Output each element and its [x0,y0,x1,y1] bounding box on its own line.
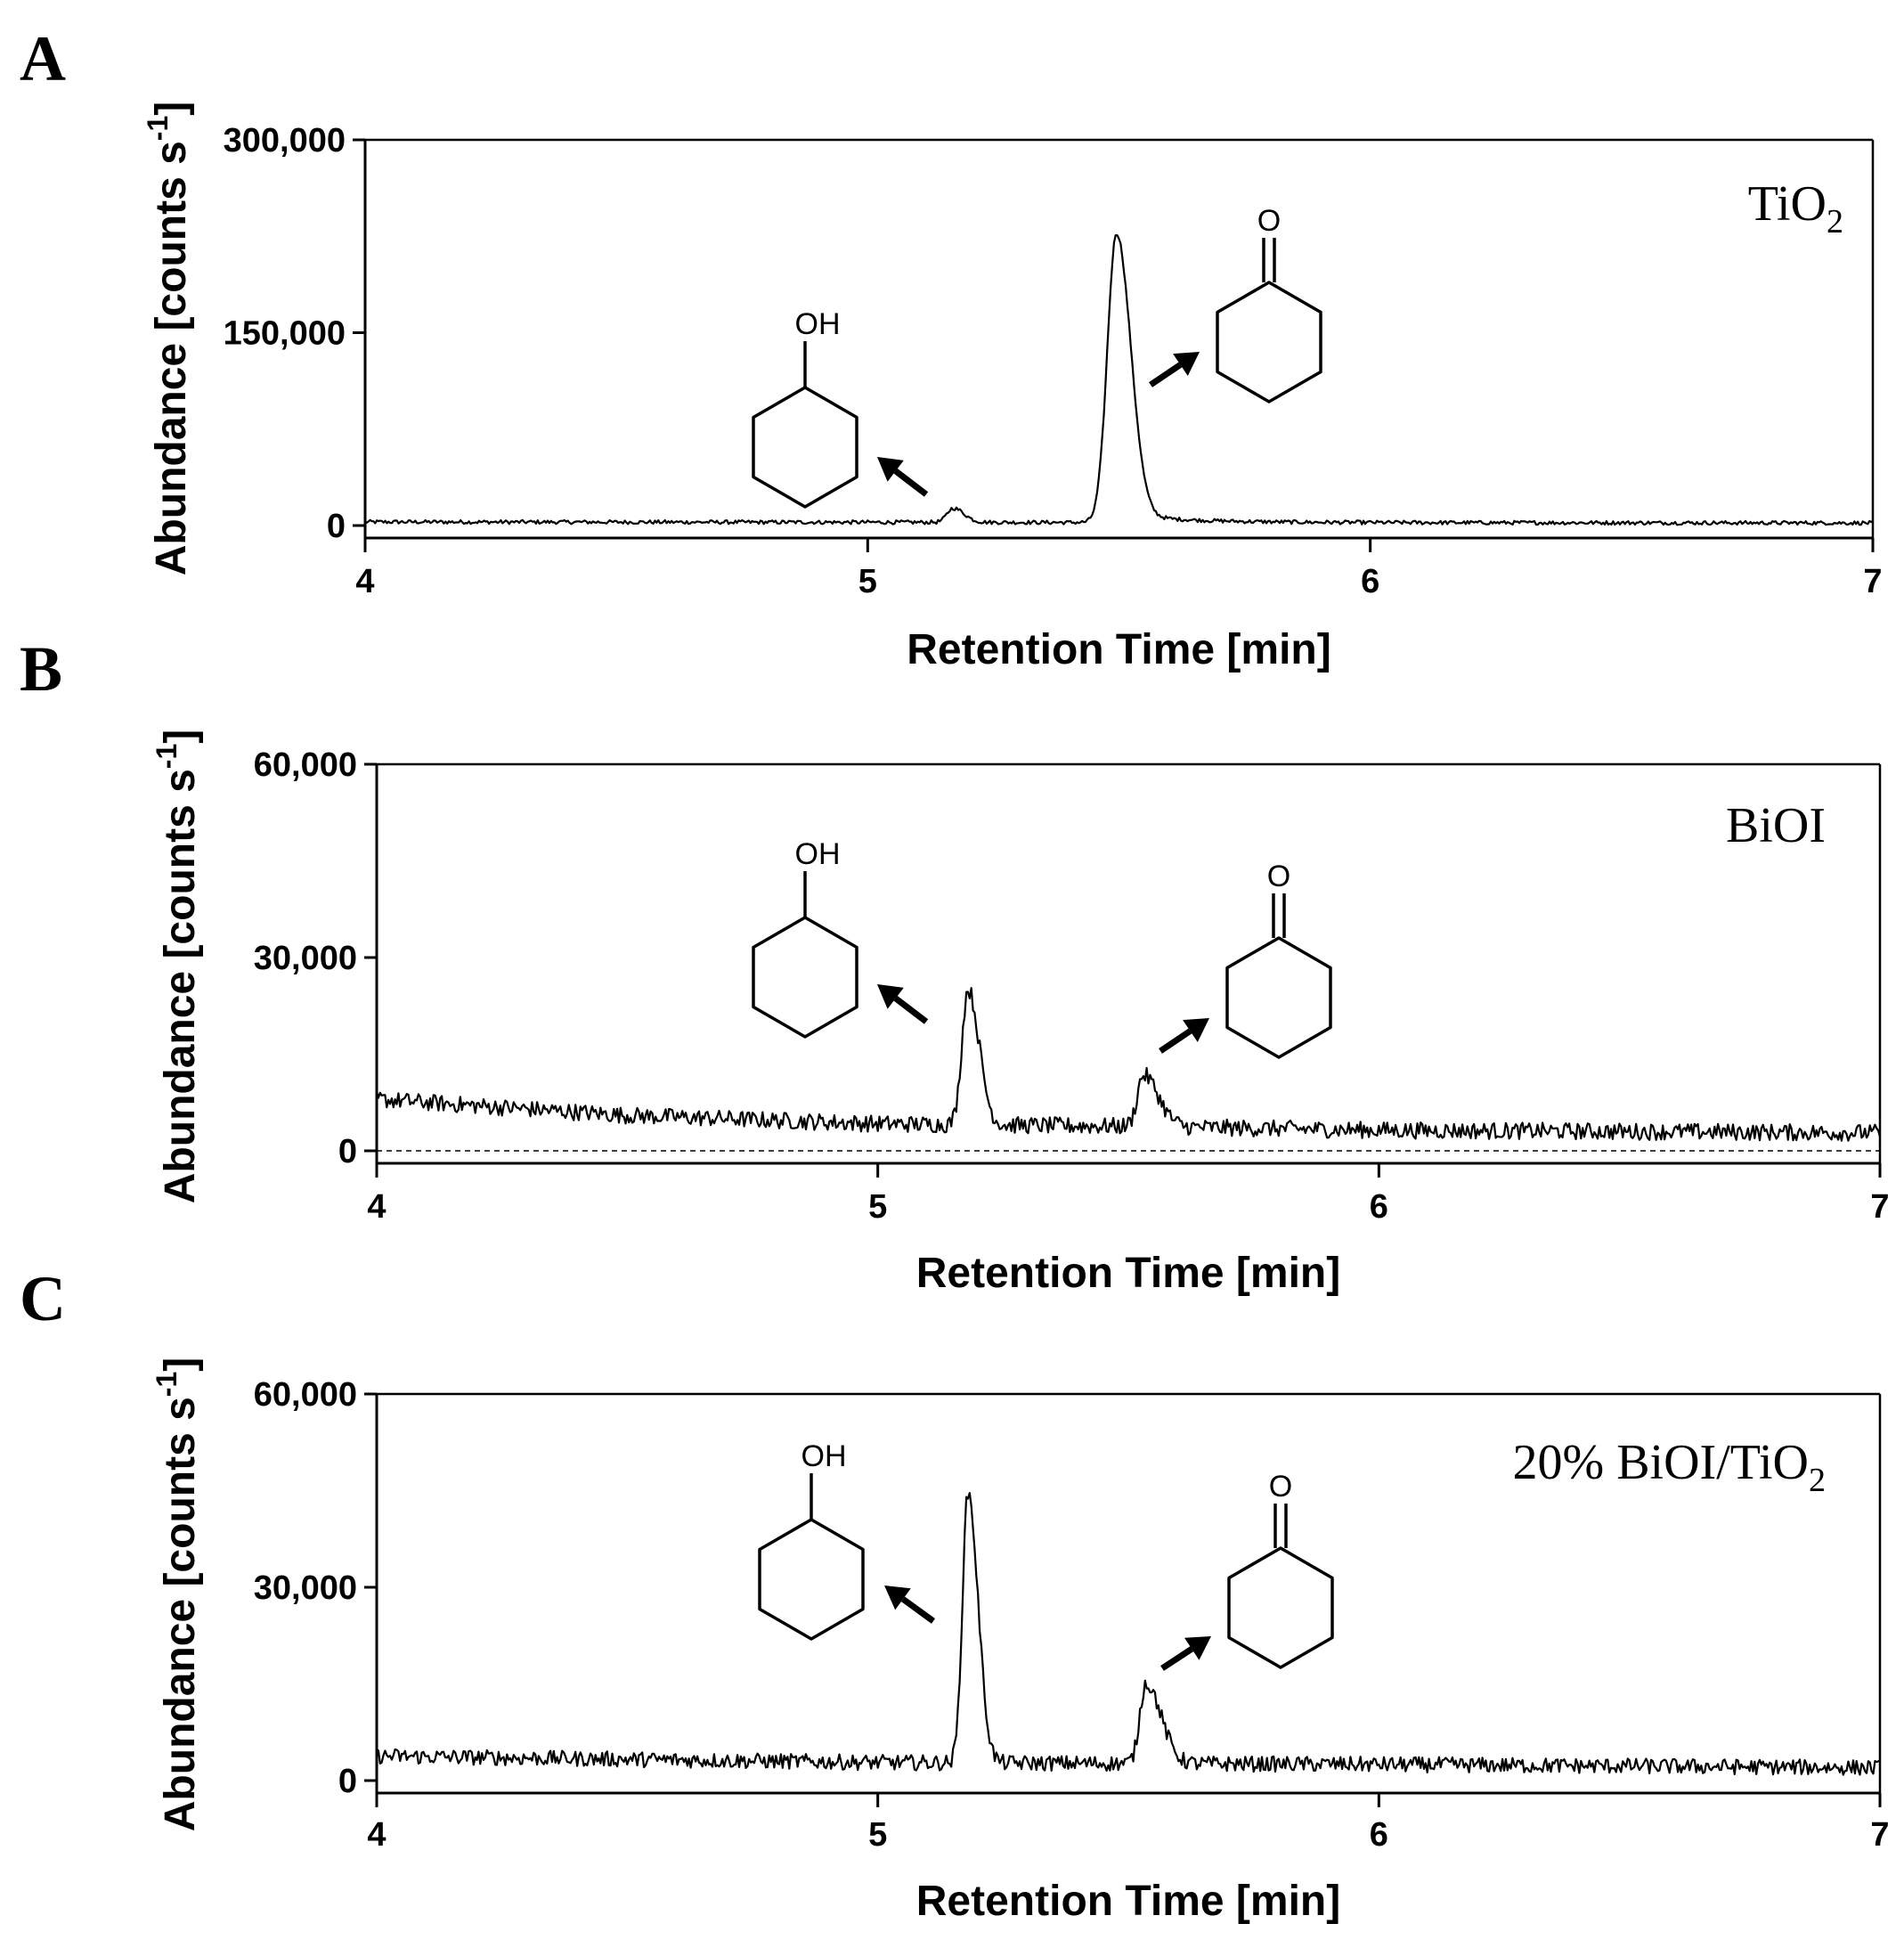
chromatogram-trace-c [376,1492,1881,1776]
cyclohexanol-oh-label-a: OH [795,307,841,341]
x-tick-label-c-0: 4 [367,1816,386,1854]
x-tick-label-a-3: 7 [1863,563,1882,600]
sample-label-c: 20% BiOI/TiO2 [1513,1435,1826,1499]
cyclohexanol-arrow-b-head [877,984,904,1009]
y-axis-title-sup-b: -1 [151,744,183,769]
x-axis-title-b: Retention Time [min] [916,1250,1340,1297]
y-tick-label-b-0: 0 [338,1133,357,1170]
cyclohexanone-arrow-b [1159,1018,1209,1054]
y-axis-title-sup-a: -1 [142,116,174,141]
panel-a: A 0 150,000 300,000 4 5 6 7 Retention Time [min]… [20,23,1883,673]
cyclohexanone-arrow-a-shaft [1149,362,1183,387]
cyclohexanol-ring-a [752,386,858,509]
panel-letter-b: B [20,633,62,705]
y-tick-label-b-2: 60,000 [254,746,357,784]
sample-label-a: TiO2 [1748,176,1843,240]
sample-label-main-b: BiOI [1726,798,1826,853]
panel-c: C 0 30,000 60,000 4 5 6 7 Retention Time [min] Ab… [20,1263,1890,1925]
cyclohexanone-arrow-c-head [1184,1636,1211,1660]
cyclohexanone-arrow-c-shaft [1160,1646,1194,1671]
cyclohexanol-arrow-c [884,1585,936,1624]
cyclohexanone-o-label-a: O [1257,204,1281,238]
x-tick-label-a-0: 4 [355,563,374,600]
y-axis-title-b: Abundance [counts s-1] [151,730,204,1203]
y-axis-title-close-a: ] [148,102,195,116]
cyclohexanone-arrow-a-head [1173,352,1200,376]
cyclohexanol-arrow-c-head [884,1585,911,1610]
cyclohexanone-arrow-a [1149,352,1200,387]
cyclohexanol-oh-label-b: OH [795,837,841,871]
x-tick-label-c-1: 5 [868,1816,887,1854]
x-tick-label-b-3: 7 [1870,1188,1889,1226]
sample-label-b: BiOI [1726,798,1826,853]
cyclohexanol-arrow-c-shaft [900,1596,936,1624]
sample-label-main-c: 20% BiOI/TiO [1513,1435,1809,1490]
cyclohexanol-structure-c: OH [758,1439,865,1641]
cyclohexanol-structure-b: OH [752,837,858,1039]
sample-label-sub-c: 2 [1809,1462,1826,1499]
x-axis-title-a: Retention Time [min] [907,626,1330,673]
cyclohexanol-arrow-a-head [877,457,904,482]
cyclohexanol-oh-label-c: OH [801,1439,847,1473]
y-tick-label-b-1: 30,000 [254,940,357,977]
x-tick-label-b-0: 4 [367,1188,386,1226]
x-tick-label-c-2: 6 [1370,1816,1388,1854]
cyclohexanone-o-label-c: O [1269,1470,1292,1504]
y-tick-label-a-2: 300,000 [224,122,346,159]
cyclohexanone-ring-b [1225,936,1332,1059]
sample-label-sub-a: 2 [1827,203,1843,240]
x-tick-label-a-2: 6 [1361,563,1379,600]
x-tick-label-b-2: 6 [1370,1188,1388,1226]
y-tick-label-c-2: 60,000 [254,1376,357,1414]
cyclohexanone-arrow-b-shaft [1159,1028,1192,1054]
y-axis-title-sup-c: -1 [151,1372,183,1397]
y-axis-title-main-c: Abundance [counts s [157,1397,204,1831]
cyclohexanone-ring-c [1227,1546,1334,1669]
cyclohexanol-arrow-b-shaft [893,995,929,1024]
y-axis-title-close-b: ] [157,730,204,744]
panel-letter-a: A [20,23,66,94]
y-tick-label-a-1: 150,000 [224,315,346,353]
y-axis-title-c: Abundance [counts s-1] [151,1357,204,1831]
panel-b: B 0 30,000 60,000 4 5 6 7 Retention Time [min] Ab… [20,633,1890,1297]
y-tick-label-c-1: 30,000 [254,1569,357,1607]
cyclohexanol-arrow-a [877,457,929,497]
cyclohexanol-structure-a: OH [752,307,858,509]
y-axis-title-main-a: Abundance [counts s [148,141,195,575]
y-tick-label-a-0: 0 [327,508,346,545]
sample-label-main-a: TiO [1748,176,1827,232]
cyclohexanol-ring-b [752,916,858,1039]
panel-letter-c: C [20,1263,66,1334]
cyclohexanone-arrow-b-head [1183,1018,1209,1042]
cyclohexanol-ring-c [758,1518,865,1641]
cyclohexanone-structure-c: O [1227,1470,1334,1669]
y-axis-title-main-b: Abundance [counts s [157,769,204,1203]
cyclohexanol-arrow-b [877,984,929,1024]
y-axis-title-close-c: ] [157,1357,204,1372]
cyclohexanone-arrow-c [1160,1636,1211,1671]
x-axis-title-c: Retention Time [min] [916,1878,1340,1925]
y-tick-label-c-0: 0 [338,1763,357,1800]
cyclohexanone-structure-a: O [1216,204,1322,403]
cyclohexanone-structure-b: O [1225,860,1332,1059]
cyclohexanol-arrow-a-shaft [893,468,929,497]
chromatogram-trace-b [375,987,1882,1142]
x-tick-label-b-1: 5 [868,1188,887,1226]
x-tick-label-a-1: 5 [858,563,877,600]
cyclohexanone-ring-a [1216,281,1322,403]
cyclohexanone-o-label-b: O [1267,860,1290,893]
y-axis-title-a: Abundance [counts s-1] [142,102,195,575]
x-tick-label-c-3: 7 [1870,1816,1889,1854]
chromatogram-trace-a [364,234,1874,526]
